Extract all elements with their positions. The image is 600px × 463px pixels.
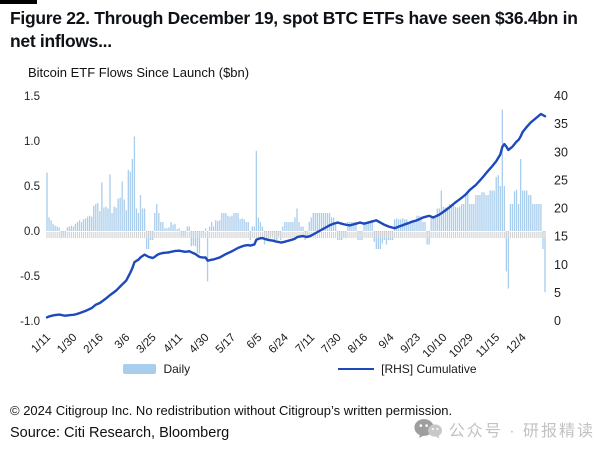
svg-text:5: 5 bbox=[554, 286, 561, 300]
svg-text:0: 0 bbox=[554, 314, 561, 328]
legend-item-daily: Daily bbox=[123, 362, 190, 376]
svg-text:6/24: 6/24 bbox=[267, 331, 292, 356]
legend-item-cumulative: [RHS] Cumulative bbox=[338, 362, 477, 377]
svg-text:11/15: 11/15 bbox=[474, 332, 502, 357]
svg-text:12/4: 12/4 bbox=[504, 331, 529, 356]
svg-text:0.5: 0.5 bbox=[24, 181, 40, 193]
watermark-text: 公众号 · 研报精读 bbox=[448, 423, 595, 440]
svg-text:7/11: 7/11 bbox=[294, 332, 318, 356]
wechat-watermark: 公众号 · 研报精读 bbox=[413, 417, 595, 441]
svg-text:9/4: 9/4 bbox=[377, 331, 397, 351]
svg-text:1.5: 1.5 bbox=[24, 91, 40, 103]
svg-text:5/17: 5/17 bbox=[214, 332, 238, 356]
daily-bar-swatch bbox=[123, 364, 157, 375]
svg-text:30: 30 bbox=[554, 145, 568, 159]
btc-etf-flows-chart: 1.5 1.0 0.5 0.0 -0.5 -1.0 40 35 30 25 20 15 10 5 0 1/11… bbox=[20, 89, 568, 357]
svg-text:8/16: 8/16 bbox=[346, 332, 370, 356]
svg-text:0.0: 0.0 bbox=[24, 226, 40, 238]
svg-text:6/5: 6/5 bbox=[245, 332, 265, 352]
copyright-notice: © 2024 Citigroup Inc. No redistribution … bbox=[10, 403, 453, 419]
wechat-icon bbox=[414, 419, 442, 439]
svg-text:2/16: 2/16 bbox=[82, 332, 106, 356]
svg-text:10/10: 10/10 bbox=[421, 332, 450, 357]
legend-cumulative-label: [RHS] Cumulative bbox=[381, 362, 477, 377]
svg-text:-0.5: -0.5 bbox=[20, 271, 40, 283]
svg-text:1/30: 1/30 bbox=[55, 332, 79, 356]
svg-text:20: 20 bbox=[554, 202, 568, 216]
figure-title: Figure 22. Through December 19, spot BTC… bbox=[10, 8, 578, 52]
svg-text:35: 35 bbox=[554, 117, 568, 131]
cumulative-line-swatch bbox=[338, 368, 375, 371]
svg-text:4/30: 4/30 bbox=[187, 332, 211, 356]
svg-text:10/29: 10/29 bbox=[447, 332, 476, 357]
svg-text:9/23: 9/23 bbox=[399, 332, 423, 356]
svg-text:1.0: 1.0 bbox=[24, 136, 40, 148]
svg-text:10: 10 bbox=[554, 258, 568, 272]
chart-title: Bitcoin ETF Flows Since Launch ($bn) bbox=[28, 65, 250, 81]
svg-text:3/6: 3/6 bbox=[113, 332, 133, 352]
svg-text:1/11: 1/11 bbox=[29, 332, 53, 356]
page-edge-strip bbox=[0, 0, 37, 4]
source-line: Source: Citi Research, Bloomberg bbox=[10, 425, 230, 442]
svg-text:3/25: 3/25 bbox=[135, 332, 159, 356]
svg-text:15: 15 bbox=[554, 230, 568, 244]
svg-text:4/11: 4/11 bbox=[162, 332, 186, 356]
legend-daily-label: Daily bbox=[163, 362, 191, 377]
svg-text:25: 25 bbox=[554, 174, 568, 188]
svg-text:-1.0: -1.0 bbox=[20, 316, 40, 328]
svg-text:40: 40 bbox=[554, 89, 568, 103]
chart-legend: Daily [RHS] Cumulative bbox=[0, 362, 600, 376]
svg-text:7/30: 7/30 bbox=[320, 332, 344, 356]
